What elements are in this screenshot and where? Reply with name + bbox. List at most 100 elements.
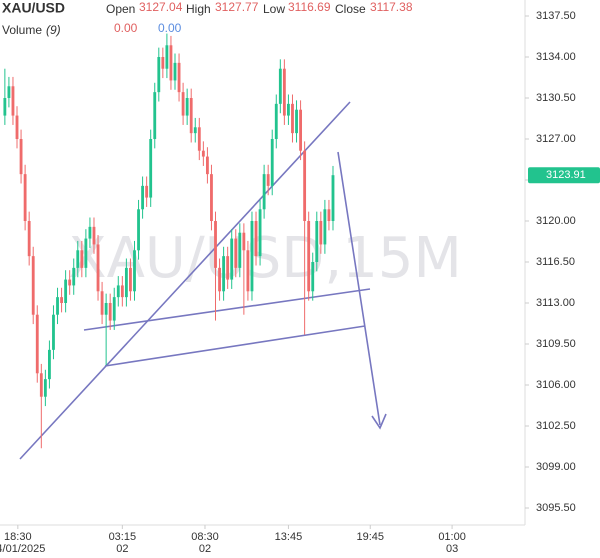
y-tick-label: 3106.00 xyxy=(536,379,576,391)
candle-body xyxy=(112,297,116,321)
y-tick-label: 3137.50 xyxy=(536,10,576,22)
candle-body xyxy=(27,221,31,257)
y-tick-label: 3130.50 xyxy=(536,92,576,104)
x-tick-sublabel: 02 xyxy=(116,543,128,555)
candle-body xyxy=(234,238,238,268)
candle-body xyxy=(205,156,209,175)
candle-body xyxy=(282,68,286,116)
open-value: 3127.04 xyxy=(139,0,183,14)
candle-body xyxy=(315,221,319,262)
candle-body xyxy=(295,109,298,134)
candle-body xyxy=(230,238,234,280)
last-price-tag xyxy=(528,167,600,184)
header: XAU/USD Open 3127.04 High 3127.77 Low 31… xyxy=(2,0,413,37)
candle-body xyxy=(19,139,23,175)
x-tick-label: 08:30 xyxy=(191,531,219,543)
candle-body xyxy=(161,57,165,69)
candle-body xyxy=(11,86,15,116)
indicator-name: Volume xyxy=(2,23,42,37)
candle-body xyxy=(181,92,185,116)
candle-body xyxy=(124,267,128,298)
candle-body xyxy=(274,103,278,139)
candle-body xyxy=(173,62,177,81)
candle-body xyxy=(307,221,311,292)
candle-body xyxy=(287,103,290,116)
drawings xyxy=(19,101,387,460)
candle-body xyxy=(92,226,96,245)
candle-body xyxy=(222,256,226,292)
candle-body xyxy=(88,226,92,239)
candle-body xyxy=(303,150,307,221)
indicator-value: 0.00 xyxy=(114,21,138,35)
candle-body xyxy=(210,174,213,221)
candle-body xyxy=(104,303,108,315)
y-tick-label: 3095.50 xyxy=(536,502,576,514)
candle-body xyxy=(100,291,104,315)
candle-body xyxy=(39,373,43,397)
candle-body xyxy=(96,244,100,292)
open-label: Open xyxy=(106,2,135,16)
y-tick-label: 3109.50 xyxy=(536,338,576,350)
candle-body xyxy=(327,209,331,221)
candle-body xyxy=(250,221,254,292)
indicator-param: (9) xyxy=(46,23,61,37)
candle-body xyxy=(177,62,181,93)
y-tick-label: 3102.50 xyxy=(536,420,576,432)
x-tick-label: 01:00 xyxy=(438,531,466,543)
indicator-value: 0.00 xyxy=(158,21,182,35)
x-tick-sublabel: 02 xyxy=(199,543,211,555)
candle-body xyxy=(246,250,250,292)
candle-body xyxy=(52,314,55,350)
candle-body xyxy=(189,98,193,134)
candle-body xyxy=(197,127,201,151)
candle-body xyxy=(262,174,266,210)
candle-body xyxy=(291,103,294,134)
candle-body xyxy=(137,209,140,251)
candle-body xyxy=(270,139,274,186)
candle-body xyxy=(56,297,59,315)
candle-body xyxy=(80,250,84,268)
candle-body xyxy=(323,209,327,245)
candle-body xyxy=(165,45,169,69)
candle-body xyxy=(31,256,35,315)
candle-body xyxy=(72,267,76,286)
last-price-label: 3123.91 xyxy=(546,169,586,181)
y-tick-label: 3120.00 xyxy=(536,215,576,227)
y-tick-label: 3134.00 xyxy=(536,51,576,63)
arrow-head xyxy=(371,413,387,430)
candle-body xyxy=(35,314,39,374)
symbol: XAU/USD xyxy=(2,0,65,16)
candle-body xyxy=(43,379,47,397)
candle-body xyxy=(266,174,270,186)
close-label: Close xyxy=(335,2,366,16)
candle-body xyxy=(64,279,68,303)
candle-body xyxy=(258,209,262,257)
candle-body xyxy=(116,285,120,298)
trend-line xyxy=(83,288,371,331)
candle-body xyxy=(149,139,153,198)
x-tick-label: 13:45 xyxy=(275,531,303,543)
candle-body xyxy=(242,232,246,251)
candle-body xyxy=(299,109,302,151)
x-tick-sublabel: 03 xyxy=(446,543,458,555)
candle-body xyxy=(169,45,173,81)
candle-body xyxy=(129,267,132,292)
high-label: High xyxy=(186,2,211,16)
x-tick-label: 03:15 xyxy=(109,531,137,543)
candle-body xyxy=(68,279,72,286)
y-tick-label: 3116.50 xyxy=(536,256,575,268)
trend-line xyxy=(19,101,351,460)
candle-body xyxy=(218,267,221,292)
candle-body xyxy=(214,221,217,268)
candle-body xyxy=(331,175,335,221)
high-value: 3127.77 xyxy=(215,0,259,14)
candle-body xyxy=(238,232,242,268)
x-tick-sublabel: 04/01/2025 xyxy=(0,543,45,555)
low-label: Low xyxy=(263,2,285,16)
candle-body xyxy=(48,349,51,380)
candle-body xyxy=(141,185,145,210)
arrow-line xyxy=(337,151,381,426)
low-value: 3116.69 xyxy=(288,0,331,14)
y-tick-label: 3127.00 xyxy=(536,133,576,145)
